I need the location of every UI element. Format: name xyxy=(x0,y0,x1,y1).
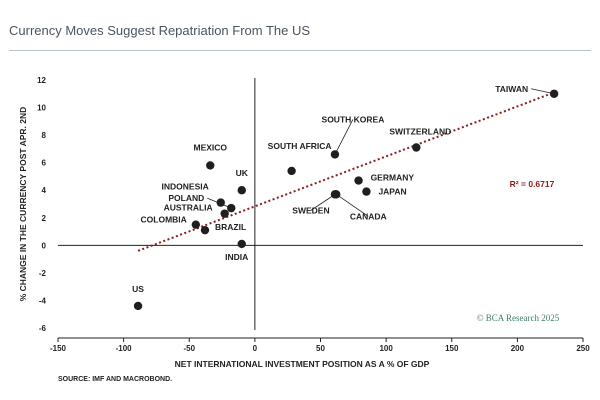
y-axis-label: % CHANGE IN THE CURRENCY POST APR. 2ND xyxy=(18,107,28,302)
x-tick-label: 250 xyxy=(576,344,590,353)
point-label-us: US xyxy=(132,284,144,294)
leader-line-south-korea xyxy=(334,119,354,155)
point-label-canada: CANADA xyxy=(350,211,387,221)
leader-line-canada xyxy=(336,194,369,217)
point-label-germany: GERMANY xyxy=(371,173,415,183)
point-label-colombia: COLOMBIA xyxy=(141,215,187,225)
point-label-australia: AUSTRALIA xyxy=(164,203,213,213)
point-label-indonesia: INDONESIA xyxy=(162,182,209,192)
y-tick-label: -6 xyxy=(39,324,47,333)
point-label-south-korea: SOUTH KOREA xyxy=(322,114,385,124)
y-tick-label: 8 xyxy=(42,131,47,140)
point-south-africa xyxy=(287,166,296,176)
point-canada xyxy=(332,190,341,199)
x-tick-label: 100 xyxy=(379,344,393,353)
y-tick-label: 6 xyxy=(42,159,47,168)
x-tick-label: 200 xyxy=(511,344,525,353)
point-label-poland: POLAND xyxy=(168,193,204,203)
point-south-korea xyxy=(330,150,340,159)
point-colombia xyxy=(191,220,201,229)
x-tick-label: -150 xyxy=(50,344,67,353)
point-label-south-africa: SOUTH AFRICA xyxy=(268,141,332,151)
point-australia xyxy=(220,209,229,218)
point-japan xyxy=(362,187,371,196)
bca-research-watermark: © BCA Research 2025 xyxy=(477,313,560,323)
y-tick-label: 2 xyxy=(42,214,47,223)
source-note: SOURCE: IMF AND MACROBOND. xyxy=(58,376,172,383)
point-label-india: INDIA xyxy=(225,252,248,262)
x-tick-label: -50 xyxy=(183,344,195,353)
y-tick-label: 4 xyxy=(42,186,47,195)
point-uk xyxy=(237,186,246,195)
point-label-sweden: SWEDEN xyxy=(292,205,329,215)
y-tick-label: 10 xyxy=(37,104,46,113)
point-label-japan: JAPAN xyxy=(378,187,406,197)
point-label-brazil: BRAZIL xyxy=(215,222,246,232)
point-switzerland xyxy=(412,143,421,152)
point-mexico xyxy=(206,161,215,170)
point-indonesia xyxy=(216,198,225,207)
point-taiwan xyxy=(549,89,559,98)
leader-line-sweden xyxy=(310,194,336,211)
point-label-mexico: MEXICO xyxy=(193,142,227,152)
y-tick-label: -2 xyxy=(39,269,47,278)
point-brazil xyxy=(200,225,210,235)
header-divider xyxy=(9,50,591,51)
point-india xyxy=(237,239,246,249)
x-tick-label: 0 xyxy=(253,344,258,353)
y-tick-label: 0 xyxy=(42,241,47,250)
point-label-uk: UK xyxy=(236,168,249,178)
x-axis-label: NET INTERNATIONAL INVESTMENT POSITION AS… xyxy=(175,359,430,369)
y-tick-label: -4 xyxy=(39,296,47,305)
page-title: Currency Moves Suggest Repatriation From… xyxy=(9,23,311,38)
point-germany xyxy=(354,176,363,185)
r-squared-annotation: R² = 0.6717 xyxy=(510,179,555,189)
point-label-switzerland: SWITZERLAND xyxy=(389,127,451,137)
x-tick-label: -100 xyxy=(116,344,133,353)
point-us xyxy=(133,301,143,311)
y-tick-label: 12 xyxy=(37,76,46,85)
point-label-taiwan: TAIWAN xyxy=(495,84,528,94)
x-tick-label: 150 xyxy=(445,344,459,353)
x-tick-label: 50 xyxy=(316,344,325,353)
point-poland xyxy=(227,203,236,213)
